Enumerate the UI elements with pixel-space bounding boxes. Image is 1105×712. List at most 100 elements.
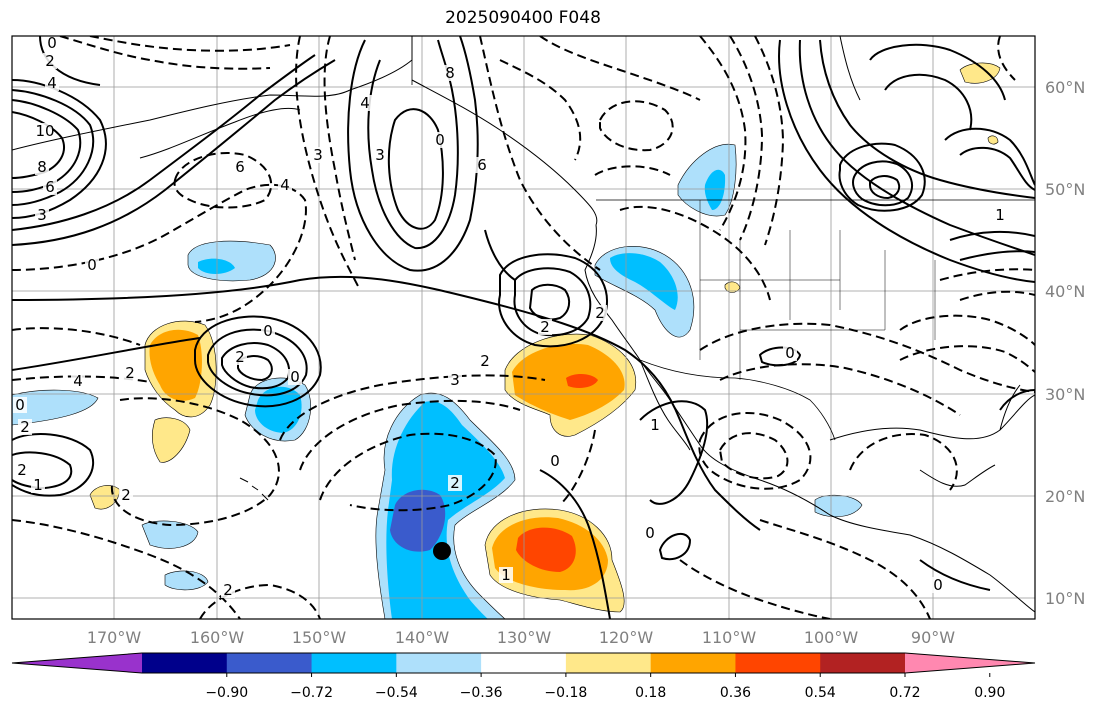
- contour-label: 6: [45, 178, 55, 196]
- colorbar-segment: [396, 653, 482, 673]
- contour-label-halo: [548, 453, 562, 469]
- contour-label: 3: [450, 371, 460, 389]
- contour-label: 2: [540, 318, 550, 336]
- coast-yucatan: [919, 464, 996, 487]
- colorbar-label: −0.90: [205, 685, 248, 701]
- contour-label-halo: [931, 577, 945, 593]
- neg-region-sw-tiny: [164, 570, 209, 591]
- contour-label: 0: [645, 524, 655, 542]
- contour-solid: [639, 400, 709, 505]
- coast-baja: [639, 359, 691, 451]
- contour-dashed: [699, 322, 1035, 393]
- colorbar-label: 0.54: [805, 685, 836, 701]
- contour-solid: [852, 160, 913, 207]
- contour-solid: [869, 175, 901, 200]
- contour-dashed: [594, 165, 671, 176]
- colorbar-label: 0.18: [635, 685, 666, 701]
- storm-center-marker: [433, 542, 451, 560]
- contour-label-halo: [18, 419, 32, 435]
- contour-dashed: [539, 36, 701, 101]
- contour-solid: [367, 39, 459, 250]
- lon-label: 110°W: [702, 628, 757, 647]
- contour-label-halo: [538, 319, 552, 335]
- latitude-labels: 60°N 50°N 40°N 30°N 20°N 10°N: [1045, 78, 1085, 608]
- contour-solid: [194, 315, 322, 408]
- colorbar-label: −0.72: [290, 685, 333, 701]
- contour-label-halo: [13, 397, 27, 413]
- pos-region-west-tail: [151, 417, 191, 463]
- pos-region-west-mid: [149, 329, 202, 401]
- contour-label: 2: [45, 52, 55, 70]
- contour-solid: [221, 342, 290, 390]
- contour-label: 1: [995, 206, 1005, 224]
- lon-label: 140°W: [395, 628, 450, 647]
- colorbar: −0.90 −0.72 −0.54 −0.36 −0.18 0.18 0.36 0.54 0.7…: [11, 652, 1036, 701]
- contour-label-halo: [45, 75, 59, 91]
- lon-label: 100°W: [804, 628, 859, 647]
- contour-solid: [207, 328, 308, 397]
- contour-label-halo: [35, 207, 49, 223]
- colorbar-label: −0.54: [375, 685, 418, 701]
- pos-region-ne: [959, 62, 1001, 84]
- contour-label-halo: [499, 567, 513, 583]
- contour-dashed: [619, 205, 771, 301]
- contour-label-halo: [478, 353, 492, 369]
- contour-dashed: [939, 268, 1035, 281]
- colorbar-segment: [565, 653, 652, 673]
- contour-solid: [12, 337, 201, 371]
- contour-label-halo: [993, 207, 1007, 223]
- lon-label: 130°W: [497, 628, 552, 647]
- colorbar-extend-low: [12, 653, 142, 673]
- contour-dashed: [759, 519, 931, 619]
- contour-label: 0: [47, 34, 57, 52]
- contour-dashed: [12, 327, 141, 346]
- colorbar-label: 0.90: [974, 685, 1005, 701]
- contour-label: 2: [17, 461, 27, 479]
- contour-dashed: [959, 290, 1035, 301]
- contour-label: 10: [35, 122, 54, 140]
- neg-region-hawaii-east-mid: [255, 386, 302, 433]
- contour-label-halo: [15, 462, 29, 478]
- contour-label-halo: [783, 345, 797, 361]
- contour-dashed: [89, 36, 291, 52]
- contour-solid: [12, 59, 336, 246]
- contour-label-halo: [448, 475, 462, 491]
- contour-dashed: [499, 59, 582, 161]
- contour-label: 1: [501, 566, 511, 584]
- neg-region-west-mid: [198, 258, 235, 274]
- contour-label-halo: [643, 525, 657, 541]
- coast-hudson: [839, 36, 861, 101]
- contour-label: 8: [37, 158, 47, 176]
- contour-label: 4: [47, 74, 57, 92]
- contour-solid: [12, 433, 95, 497]
- contour-dashed: [899, 314, 1035, 346]
- contour-solid: [778, 39, 1035, 283]
- border-us-mexico: [639, 359, 836, 441]
- contour-label: 6: [235, 158, 245, 176]
- contour-solid: [484, 229, 516, 281]
- longitude-labels: 170°W 160°W 150°W 140°W 130°W 120°W 110°…: [87, 628, 955, 647]
- contour-label: 4: [280, 176, 290, 194]
- contour-solid: [959, 250, 1035, 261]
- contour-label-halo: [443, 65, 457, 81]
- contour-label-halo: [311, 147, 325, 163]
- colorbar-extend-high: [905, 653, 1035, 673]
- contour-dashed: [698, 412, 812, 490]
- contour-solid: [12, 89, 95, 206]
- neg-region-gulf: [814, 494, 863, 518]
- contour-solid: [387, 108, 444, 230]
- contour-solid: [12, 99, 82, 193]
- coast-british-columbia: [411, 79, 598, 226]
- contour-dashed: [323, 36, 356, 261]
- coast-gulf: [829, 394, 1035, 441]
- contour-label: 4: [73, 372, 83, 390]
- colorbar-segment: [735, 653, 821, 673]
- contour-label-halo: [358, 95, 372, 111]
- contour-label: 0: [785, 344, 795, 362]
- colorbar-segment: [820, 653, 906, 673]
- contour-dashed: [679, 559, 831, 619]
- contour-dashed: [899, 345, 1035, 373]
- contour-label: 2: [480, 352, 490, 370]
